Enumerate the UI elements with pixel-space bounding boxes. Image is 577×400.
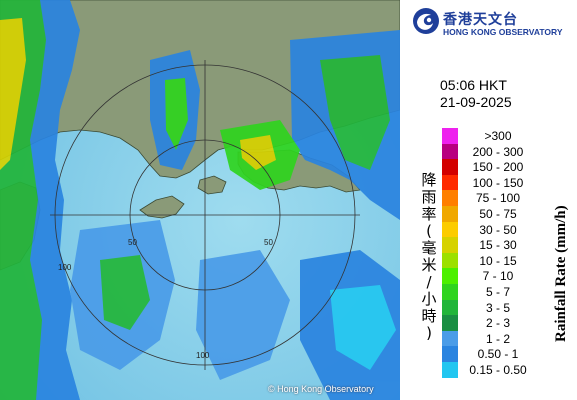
- legend-range-label: 2 - 3: [485, 316, 510, 331]
- range-rings: [50, 60, 360, 370]
- legend-range-label: 200 - 300: [472, 144, 524, 159]
- legend-color-swatch: [442, 361, 458, 378]
- logo-chinese-text: 香港天文台: [443, 12, 518, 28]
- legend-color-swatch: [442, 299, 458, 316]
- legend-color-swatch: [442, 315, 458, 331]
- legend-row: 0.15 - 0.50: [440, 361, 570, 378]
- legend-color-swatch: [442, 190, 458, 206]
- legend-row: 5 - 7: [440, 283, 570, 300]
- observation-date: 21-09-2025: [440, 94, 512, 110]
- legend-color-swatch: [442, 205, 458, 222]
- legend-title-english: Rainfall Rate (mm/h): [553, 205, 569, 342]
- legend-range-label: 10 - 15: [479, 253, 517, 268]
- radar-map[interactable]: 100 50 50 100 © Hong Kong Observatory: [0, 0, 400, 400]
- range-ring-label: 50: [264, 238, 273, 247]
- legend-range-label: 7 - 10: [482, 269, 514, 284]
- info-panel: 香港天文台 HONG KONG OBSERVATORY 05:06 HKT 21…: [400, 0, 577, 400]
- legend-range-label: 1 - 2: [485, 331, 510, 346]
- hko-logo: 香港天文台 HONG KONG OBSERVATORY: [412, 6, 572, 40]
- legend-row: 3 - 5: [440, 299, 570, 316]
- range-ring-labels: 100 50 50 100: [58, 238, 273, 360]
- legend-color-swatch: [442, 252, 458, 269]
- legend-range-label: 50 - 75: [479, 206, 517, 221]
- legend-row: 100 - 150: [440, 174, 570, 191]
- legend-range-label: 0.50 - 1: [477, 347, 519, 362]
- legend-color-swatch: [442, 268, 458, 284]
- legend-range-label: 100 - 150: [472, 175, 524, 190]
- legend-row: 30 - 50: [440, 221, 570, 238]
- observation-time: 05:06 HKT: [440, 77, 507, 93]
- legend-row: 15 - 30: [440, 237, 570, 253]
- legend-color-swatch: [442, 221, 458, 238]
- legend-title-chinese: 降雨率(毫米 / 小時): [421, 171, 437, 342]
- rainfall-legend: >300 200 - 300 150 - 200 100 - 150 75 - 100 5…: [440, 128, 570, 378]
- legend-range-label: 30 - 50: [479, 222, 517, 237]
- legend-color-swatch: [442, 283, 458, 300]
- legend-row: 2 - 3: [440, 315, 570, 331]
- legend-row: 50 - 75: [440, 205, 570, 222]
- range-ring-label: 100: [58, 263, 72, 272]
- legend-range-label: 150 - 200: [472, 160, 524, 175]
- radar-image: 100 50 50 100: [0, 0, 400, 400]
- legend-color-swatch: [442, 330, 458, 347]
- legend-color-swatch: [442, 174, 458, 191]
- legend-color-swatch: [442, 159, 458, 175]
- rain-echo-layer: [0, 0, 400, 400]
- legend-row: 10 - 15: [440, 252, 570, 269]
- legend-row: 150 - 200: [440, 159, 570, 175]
- legend-color-swatch: [442, 143, 458, 160]
- legend-range-label: 75 - 100: [475, 191, 521, 206]
- legend-row: 0.50 - 1: [440, 346, 570, 362]
- legend-color-swatch: [442, 346, 458, 362]
- range-ring-label: 100: [196, 351, 210, 360]
- legend-range-label: 15 - 30: [479, 238, 517, 253]
- copyright-notice: © Hong Kong Observatory: [268, 384, 374, 394]
- legend-row: 75 - 100: [440, 190, 570, 206]
- logo-english-text: HONG KONG OBSERVATORY: [443, 27, 563, 37]
- legend-range-label: 3 - 5: [485, 300, 510, 315]
- legend-color-swatch: [442, 237, 458, 253]
- hko-swirl-logo-icon: [413, 8, 439, 34]
- legend-row: 200 - 300: [440, 143, 570, 160]
- legend-range-label: 5 - 7: [485, 284, 510, 299]
- legend-color-swatch: [442, 128, 458, 144]
- legend-range-label: >300: [484, 129, 512, 143]
- legend-row: >300: [440, 128, 570, 144]
- legend-row: 7 - 10: [440, 268, 570, 284]
- legend-range-label: 0.15 - 0.50: [469, 362, 527, 377]
- legend-row: 1 - 2: [440, 330, 570, 347]
- range-ring-label: 50: [128, 238, 137, 247]
